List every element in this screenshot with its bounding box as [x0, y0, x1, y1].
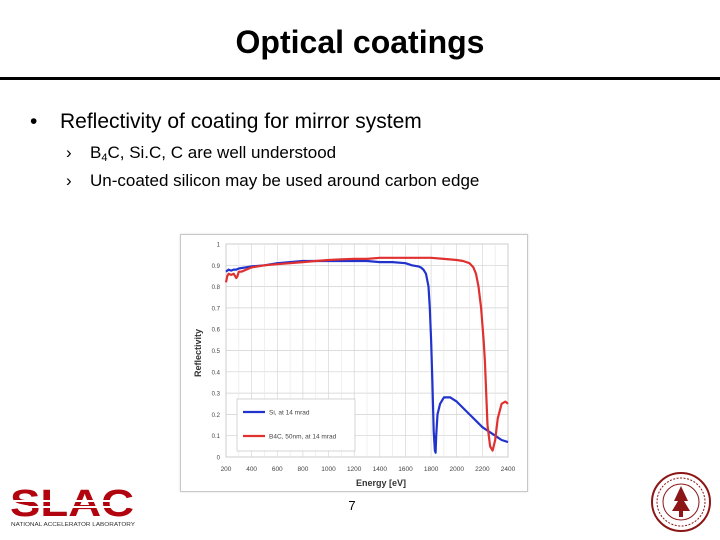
legend-label-2: B4C, 50nm, at 14 mrad [269, 434, 337, 441]
sub-bullet-text-pre: B [90, 143, 102, 162]
x-tick-label: 1400 [373, 466, 388, 473]
y-tick-label: 0.6 [212, 328, 221, 334]
y-tick-label: 0.1 [212, 434, 221, 440]
y-tick-label: 1 [217, 243, 221, 249]
x-axis-label: Energy [eV] [356, 478, 406, 488]
sub-bullet-text-post: C, Si.C, C are well understood [107, 143, 337, 162]
title-divider [0, 77, 720, 80]
x-tick-label: 1000 [321, 466, 336, 473]
slac-logo-text: SLAC [10, 483, 134, 525]
stanford-seal [651, 472, 711, 532]
subscript-four: 4 [101, 152, 108, 164]
slac-logo-tagline: NATIONAL ACCELERATOR LABORATORY [11, 522, 135, 528]
sub-bullet-marker: › [66, 143, 72, 162]
chart-legend: Si, at 14 mrad B4C, 50nm, at 14 mrad [236, 398, 356, 452]
chart-series [224, 256, 509, 454]
sub-bullet-text: Un-coated silicon may be used around car… [90, 171, 480, 190]
x-tick-label: 2400 [501, 466, 516, 473]
page-number: 7 [348, 498, 356, 513]
logo-stripe [10, 506, 136, 508]
x-tick-label: 1800 [424, 466, 439, 473]
y-axis-label: Reflectivity [193, 329, 203, 377]
y-tick-label: 0.5 [212, 349, 221, 355]
reflectivity-chart: 200 400 600 800 1000 1200 1400 1600 1800 2000 2200… [180, 234, 528, 492]
y-tick-label: 0.8 [212, 285, 221, 291]
x-tick-label: 200 [221, 466, 232, 473]
y-tick-label: 0.2 [212, 413, 221, 419]
x-tick-labels: 200 400 600 800 1000 1200 1400 1600 1800 2000 2200… [221, 466, 516, 473]
y-tick-label: 0.3 [212, 392, 221, 398]
legend-label-1: Si, at 14 mrad [269, 410, 310, 417]
chart-svg: 200 400 600 800 1000 1200 1400 1600 1800 2000 2200… [193, 243, 516, 489]
y-tick-label: 0 [217, 456, 221, 462]
x-tick-label: 800 [297, 466, 308, 473]
x-tick-label: 600 [272, 466, 283, 473]
slide-title: Optical coatings [235, 24, 485, 60]
bullet-text: Reflectivity of coating for mirror syste… [60, 110, 422, 133]
x-tick-label: 2200 [475, 466, 490, 473]
series-line-2 [224, 256, 509, 452]
chart-grid [225, 243, 509, 458]
y-tick-label: 0.4 [212, 370, 221, 376]
x-tick-label: 1600 [398, 466, 413, 473]
x-tick-label: 2000 [449, 466, 464, 473]
bullet-marker: • [30, 110, 38, 133]
y-tick-labels: 0 0.1 0.2 0.3 0.4 0.5 0.6 0.7 0.8 0.9 1 [212, 243, 221, 462]
sub-bullet-marker: › [66, 171, 72, 190]
logo-stripe [10, 500, 136, 502]
x-tick-label: 400 [246, 466, 257, 473]
sub-bullet-text: B4C, Si.C, C are well understood [90, 142, 336, 164]
y-tick-label: 0.9 [212, 264, 221, 270]
x-tick-label: 1200 [347, 466, 362, 473]
slac-logo: SLAC NATIONAL ACCELERATOR LABORATORY [10, 483, 136, 528]
y-tick-label: 0.7 [212, 306, 221, 312]
legend-box [236, 398, 356, 452]
